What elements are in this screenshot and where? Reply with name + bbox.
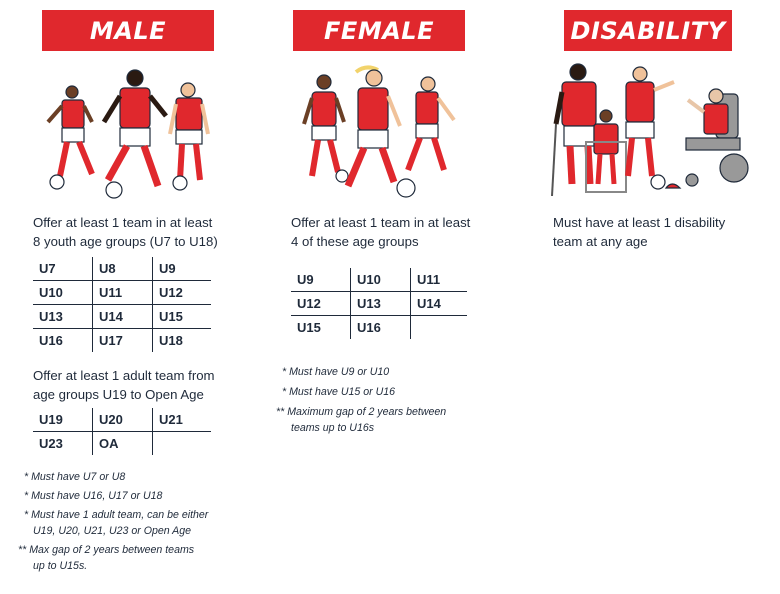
note-text-continued: U19, U20, U21, U23 or Open Age	[33, 525, 192, 537]
note: * Must have 1 adult team, can be either …	[18, 507, 208, 539]
male-adult-age-grid: U19 U20 U21 U23 OA	[33, 408, 211, 455]
note: * Must have U7 or U8	[18, 469, 208, 485]
grid-cell: U10	[350, 268, 411, 292]
note: ** Max gap of 2 years between teams up t…	[18, 542, 208, 574]
grid-cell: U14	[92, 304, 153, 329]
note: ** Maximum gap of 2 years between teams …	[276, 404, 446, 436]
table-row: U16 U17 U18	[33, 328, 211, 352]
male-youth-requirement: Offer at least 1 team in at least 8 yout…	[33, 213, 218, 251]
note: * Must have U15 or U16	[276, 384, 446, 400]
note-text: Must have U7 or U8	[31, 471, 126, 483]
table-row: U7 U8 U9	[33, 257, 211, 281]
female-requirement-line1: Offer at least 1 team in at least	[291, 215, 471, 230]
male-youth-requirement-line2: 8 youth age groups (U7 to U18)	[33, 234, 218, 249]
note-text: Must have U9 or U10	[289, 366, 390, 378]
male-adult-requirement-line2: age groups U19 to Open Age	[33, 387, 204, 402]
female-players-illustration	[302, 65, 456, 198]
table-row: U9 U10 U11	[291, 268, 467, 292]
male-banner: MALE	[42, 10, 214, 51]
grid-cell: U12	[291, 291, 351, 316]
grid-cell: U19	[39, 412, 63, 427]
female-requirement-line2: 4 of these age groups	[291, 234, 419, 249]
male-youth-requirement-line1: Offer at least 1 team in at least	[33, 215, 213, 230]
male-adult-requirement: Offer at least 1 adult team from age gro…	[33, 366, 215, 404]
grid-cell: U21	[152, 408, 211, 432]
grid-cell: U15	[291, 315, 351, 339]
female-title: FEMALE	[324, 16, 434, 45]
female-requirement: Offer at least 1 team in at least 4 of t…	[291, 213, 470, 251]
grid-cell: U14	[410, 291, 467, 316]
grid-cell: U8	[92, 257, 153, 281]
grid-cell: OA	[92, 431, 153, 455]
grid-cell: U7	[39, 261, 56, 276]
male-players-illustration	[46, 69, 210, 199]
disability-requirement-line1: Must have at least 1 disability	[553, 215, 726, 230]
grid-cell: U9	[297, 272, 314, 287]
note-mark: **	[276, 406, 285, 418]
grid-cell: U11	[92, 280, 153, 305]
note-text: Must have U15 or U16	[289, 386, 396, 398]
grid-cell: U15	[152, 304, 211, 329]
table-row: U23 OA	[33, 431, 211, 455]
table-row: U13 U14 U15	[33, 304, 211, 329]
grid-cell: U13	[350, 291, 411, 316]
grid-cell: U13	[33, 304, 93, 329]
female-banner: FEMALE	[293, 10, 465, 51]
grid-cell: U16	[33, 328, 93, 352]
grid-cell: U11	[410, 268, 467, 292]
disability-title: DISABILITY	[570, 16, 726, 45]
male-title: MALE	[89, 16, 167, 45]
grid-cell: U20	[92, 408, 153, 432]
note-text: Maximum gap of 2 years between	[287, 406, 447, 418]
table-row: U10 U11 U12	[33, 280, 211, 305]
male-youth-age-grid: U7 U8 U9 U10 U11 U12 U13 U14 U15 U16 U17…	[33, 257, 211, 352]
grid-cell: U10	[33, 280, 93, 305]
table-row: U19 U20 U21	[33, 408, 211, 432]
note-text: Max gap of 2 years between teams	[29, 544, 195, 556]
note-text-continued: teams up to U16s	[291, 422, 375, 434]
note-text: Must have 1 adult team, can be either	[31, 509, 209, 521]
note-text-continued: up to U15s.	[33, 560, 88, 572]
note-mark: *	[282, 386, 287, 398]
grid-cell: U17	[92, 328, 153, 352]
disability-requirement: Must have at least 1 disability team at …	[553, 213, 725, 251]
note: * Must have U9 or U10	[276, 364, 446, 380]
note-mark: *	[282, 366, 287, 378]
grid-cell: U9	[152, 257, 211, 281]
note: * Must have U16, U17 or U18	[18, 488, 208, 504]
grid-cell	[152, 431, 211, 455]
note-mark: *	[24, 490, 29, 502]
disability-banner: DISABILITY	[564, 10, 732, 51]
male-notes: * Must have U7 or U8 * Must have U16, U1…	[18, 469, 208, 574]
grid-cell: U12	[152, 280, 211, 305]
table-row: U12 U13 U14	[291, 291, 467, 316]
grid-cell	[410, 315, 467, 339]
grid-cell: U16	[350, 315, 411, 339]
female-notes: * Must have U9 or U10 * Must have U15 or…	[276, 364, 446, 436]
note-text: Must have U16, U17 or U18	[31, 490, 163, 502]
table-row: U15 U16	[291, 315, 467, 339]
grid-cell: U18	[152, 328, 211, 352]
female-age-grid: U9 U10 U11 U12 U13 U14 U15 U16	[291, 268, 467, 339]
note-mark: *	[24, 509, 29, 521]
disability-requirement-line2: team at any age	[553, 234, 648, 249]
disability-players-illustration	[551, 63, 749, 197]
note-mark: *	[24, 471, 29, 483]
note-mark: **	[18, 544, 27, 556]
grid-cell: U23	[33, 431, 93, 455]
male-adult-requirement-line1: Offer at least 1 adult team from	[33, 368, 215, 383]
